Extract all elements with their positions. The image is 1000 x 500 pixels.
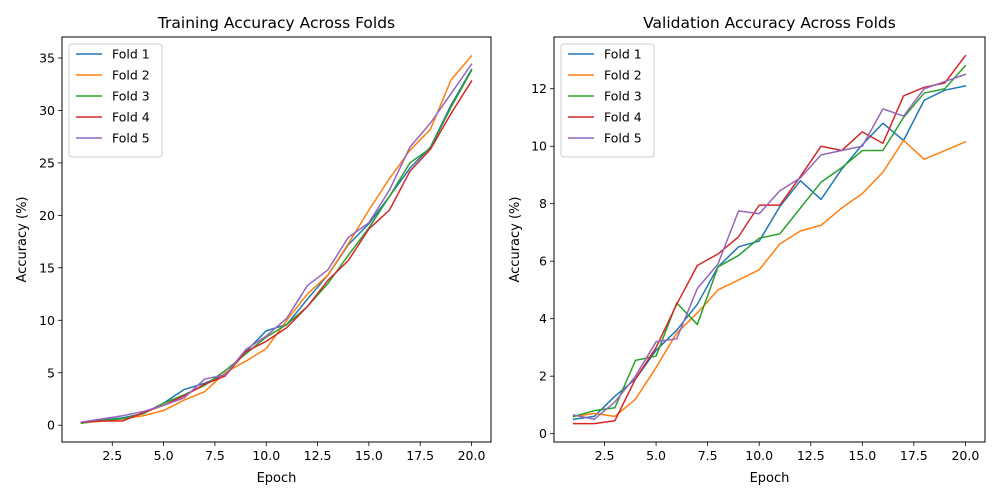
- training-axes-frame: [61, 36, 492, 443]
- training-x-tick-label: 5.0: [154, 448, 174, 463]
- validation-y-tick-label: 10: [531, 139, 547, 154]
- validation-series-line-fold-2: [572, 139, 967, 418]
- validation-x-tick-label: 10.0: [745, 448, 773, 463]
- training-legend-label: Fold 2: [112, 68, 150, 83]
- validation-axes-frame: [553, 36, 986, 443]
- validation-y-tick-label: 8: [539, 196, 547, 211]
- validation-plot-lines: [572, 54, 967, 425]
- validation-x-axis-label: Epoch: [750, 471, 790, 486]
- validation-x-tick-label: 7.5: [698, 448, 718, 463]
- validation-y-ticks: 0 2 4 6 8 10 12: [531, 81, 554, 441]
- validation-legend-label: Fold 1: [604, 47, 642, 62]
- training-legend-label: Fold 4: [112, 110, 150, 125]
- validation-y-tick-label: 12: [531, 81, 547, 96]
- training-y-tick-label: 25: [39, 155, 55, 170]
- validation-legend-label: Fold 5: [604, 131, 642, 146]
- validation-x-tick-label: 20.0: [951, 448, 979, 463]
- training-y-tick-label: 20: [39, 208, 55, 223]
- training-legend-label: Fold 5: [112, 131, 150, 146]
- validation-legend-label: Fold 3: [604, 89, 642, 104]
- training-y-tick-label: 5: [47, 365, 55, 380]
- validation-legend-box: [560, 43, 655, 158]
- training-series-line-fold-4: [80, 80, 473, 423]
- training-y-tick-label: 15: [39, 260, 55, 275]
- validation-y-tick-label: 6: [539, 254, 547, 269]
- training-x-tick-label: 15.0: [355, 448, 383, 463]
- training-y-ticks: 0 5 10 15 20 25 30 35: [39, 50, 62, 433]
- training-legend-label: Fold 1: [112, 47, 150, 62]
- training-series-line-fold-5: [80, 63, 473, 423]
- validation-x-ticks: 2.5 5.0 7.5 10.0 12.5 15.0 17.5 20.0: [595, 442, 979, 463]
- validation-x-tick-label: 12.5: [797, 448, 825, 463]
- validation-y-tick-label: 0: [539, 426, 547, 441]
- training-legend: Fold 1 Fold 2 Fold 3 Fold 4 Fold 5: [68, 43, 163, 158]
- validation-x-tick-label: 15.0: [848, 448, 876, 463]
- validation-x-tick-label: 17.5: [900, 448, 928, 463]
- training-x-tick-label: 10.0: [252, 448, 280, 463]
- training-x-ticks: 2.5 5.0 7.5 10.0 12.5 15.0 17.5 20.0: [102, 442, 485, 463]
- training-y-tick-label: 0: [47, 418, 55, 433]
- validation-y-axis-label: Accuracy (%): [508, 197, 523, 283]
- training-x-tick-label: 12.5: [304, 448, 332, 463]
- training-x-tick-label: 7.5: [205, 448, 225, 463]
- validation-y-tick-label: 4: [539, 311, 547, 326]
- training-y-axis-label: Accuracy (%): [15, 197, 30, 283]
- validation-chart-title: Validation Accuracy Across Folds: [643, 14, 896, 32]
- validation-series-line-fold-3: [572, 64, 967, 418]
- training-plot-lines: [80, 54, 473, 424]
- validation-y-tick-label: 2: [539, 369, 547, 384]
- validation-series-line-fold-4: [572, 54, 967, 425]
- training-x-tick-label: 17.5: [406, 448, 434, 463]
- training-y-tick-label: 30: [39, 103, 55, 118]
- training-x-tick-label: 2.5: [102, 448, 122, 463]
- training-legend-label: Fold 3: [112, 89, 150, 104]
- validation-x-tick-label: 5.0: [646, 448, 666, 463]
- training-chart: Training Accuracy Across Folds 2.5 5.0 7.5…: [15, 14, 492, 486]
- training-legend-box: [68, 43, 163, 158]
- validation-x-tick-label: 2.5: [595, 448, 615, 463]
- training-chart-title: Training Accuracy Across Folds: [157, 14, 395, 32]
- training-x-axis-label: Epoch: [257, 471, 297, 486]
- training-y-tick-label: 10: [39, 313, 55, 328]
- validation-legend: Fold 1 Fold 2 Fold 3 Fold 4 Fold 5: [560, 43, 655, 158]
- validation-legend-label: Fold 2: [604, 68, 642, 83]
- training-x-tick-label: 20.0: [458, 448, 486, 463]
- training-y-tick-label: 35: [39, 50, 55, 65]
- validation-legend-label: Fold 4: [604, 110, 642, 125]
- validation-chart: Validation Accuracy Across Folds 2.5 5.0 7…: [508, 14, 986, 486]
- validation-series-line-fold-5: [572, 73, 967, 421]
